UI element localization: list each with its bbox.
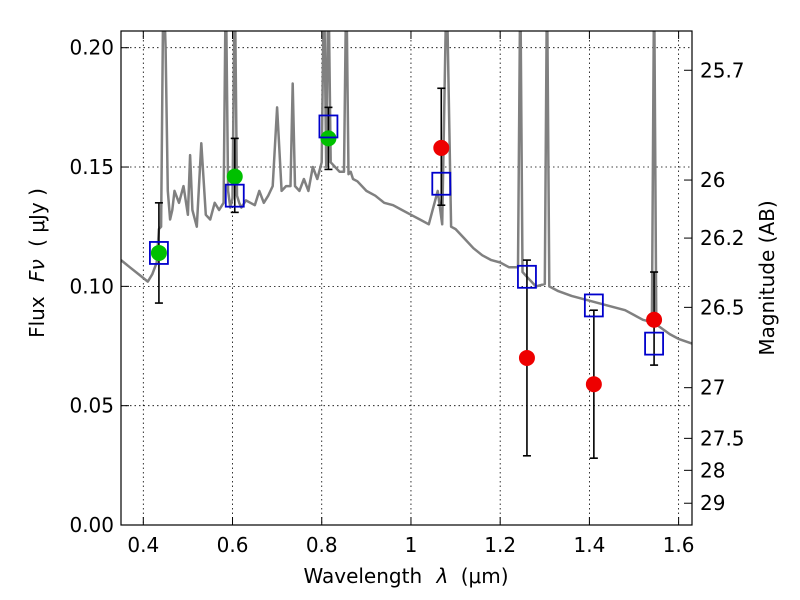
model-phot-square-5 [583, 293, 604, 318]
model-phot-square-4 [517, 264, 537, 289]
y-tick-label-3: 0.15 [69, 155, 114, 179]
model-phot-square-0 [149, 241, 169, 265]
y-axis-title-symbol: Fν [25, 259, 49, 282]
model-phot-square-6 [644, 331, 664, 356]
x-axis-title: Wavelength λ (μm) [303, 564, 508, 588]
x-tick-label-0: 0.4 [127, 533, 159, 557]
y2-tick-label-5: 27.5 [700, 426, 745, 450]
model-phot-square-3 [431, 171, 452, 196]
y-axis-title-unit: ( μJy ) [25, 188, 49, 247]
x-tick-label-6: 1.6 [663, 533, 695, 557]
y-tick-label-0: 0.00 [69, 513, 114, 537]
y-axis-title-text: Flux [25, 296, 49, 338]
grid [121, 31, 692, 526]
data-markers [149, 114, 664, 393]
data-point-1-2 [585, 376, 602, 393]
model-spectrum-line [121, 31, 692, 345]
y2-tick-label-6: 28 [700, 458, 725, 482]
data-point-0-2 [320, 130, 337, 147]
model-phot-square-2 [318, 114, 339, 139]
y2-tick-label-7: 29 [700, 491, 725, 515]
error-bars [154, 87, 659, 459]
y2-tick-label-2: 26.2 [700, 226, 745, 250]
data-point-0-1 [226, 168, 243, 185]
x-axis-title-unit: (μm) [461, 564, 509, 588]
axis-ticks [121, 31, 692, 526]
x-tick-label-1: 0.6 [217, 533, 249, 557]
model-spectrum [121, 31, 692, 345]
y-tick-label-2: 0.10 [69, 274, 114, 298]
x-axis-title-text: Wavelength [303, 564, 422, 588]
y2-tick-label-4: 27 [700, 376, 725, 400]
x-tick-label-4: 1.2 [484, 533, 516, 557]
model-phot-square-1 [224, 183, 245, 208]
y-axis-title: Flux Fν ( μJy ) [25, 188, 49, 338]
x-axis-title-symbol: λ [436, 564, 449, 588]
y2-tick-label-3: 26.5 [700, 295, 745, 319]
y2-tick-label-0: 25.7 [700, 58, 745, 82]
y2-axis-title: Magnitude (AB) [755, 200, 779, 355]
y-tick-label-1: 0.05 [69, 394, 114, 418]
tick-labels: 0.4 0.6 0.8 1 1.2 1.4 1.6 0.00 0.05 0.10 0.15 0.20 2… [69, 36, 744, 557]
x-tick-label-3: 1 [405, 533, 418, 557]
plot-frame [120, 30, 693, 526]
y-tick-label-4: 0.20 [69, 36, 114, 60]
data-point-1-0 [433, 139, 450, 156]
y2-tick-label-1: 26 [700, 168, 725, 192]
data-point-1-3 [646, 311, 663, 328]
x-tick-label-2: 0.8 [306, 533, 338, 557]
data-point-0-0 [150, 244, 167, 261]
x-tick-label-5: 1.4 [573, 533, 605, 557]
data-point-1-1 [518, 349, 535, 366]
